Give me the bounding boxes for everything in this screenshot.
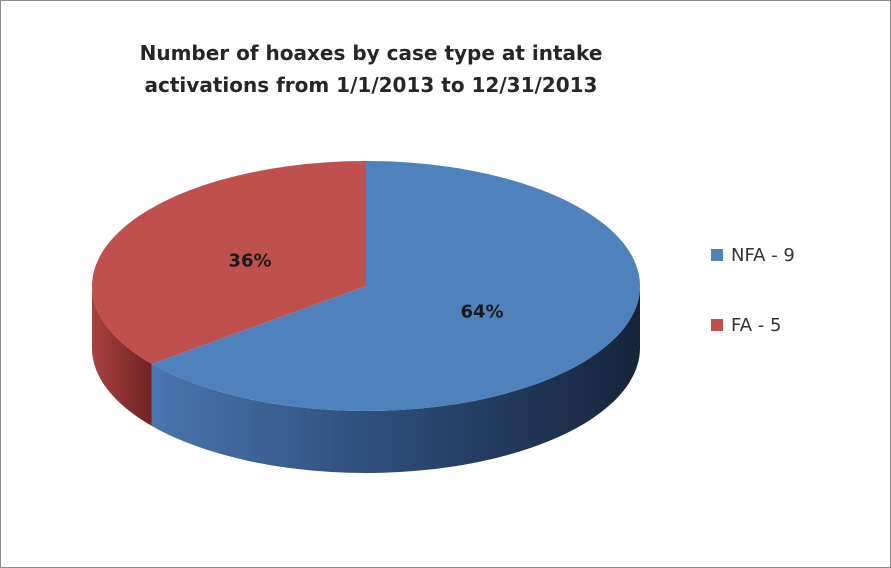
legend-item-nfa: NFA - 9: [711, 239, 795, 271]
legend-item-fa: FA - 5: [711, 309, 795, 341]
legend-label-nfa: NFA - 9: [731, 244, 795, 266]
chart-title-line-2: activations from 1/1/2013 to 12/31/2013: [144, 73, 598, 97]
chart-title-line-1: Number of hoaxes by case type at intake: [139, 41, 603, 65]
pie-labels: 64% 36%: [228, 251, 503, 323]
slice-label-fa: 36%: [228, 251, 271, 272]
chart-title: Number of hoaxes by case type at intake …: [1, 37, 741, 101]
pie-slice-nfa: [151, 161, 640, 411]
legend-label-fa: FA - 5: [731, 314, 782, 336]
pie-side-fa: [92, 286, 152, 426]
legend-swatch-nfa: [711, 249, 723, 261]
pie-tops: [91, 161, 640, 411]
pie-sides: [92, 286, 641, 474]
legend-swatch-fa: [711, 319, 723, 331]
legend: NFA - 9 FA - 5: [711, 239, 795, 379]
pie-side-nfa: [151, 286, 641, 474]
slice-label-nfa: 64%: [460, 301, 503, 322]
pie-slice-fa: [91, 161, 366, 364]
